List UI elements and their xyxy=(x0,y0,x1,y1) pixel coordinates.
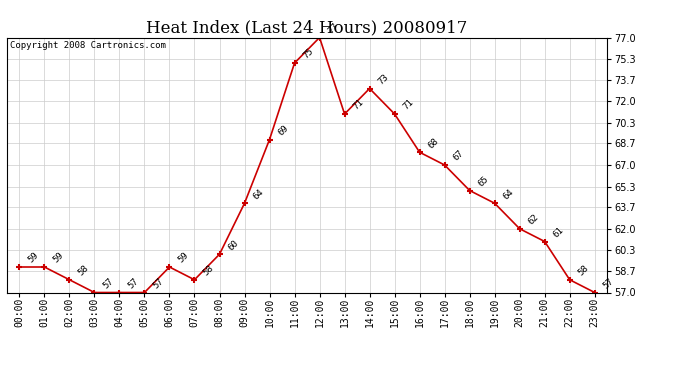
Text: 77: 77 xyxy=(326,21,340,35)
Text: 59: 59 xyxy=(177,251,190,265)
Text: 68: 68 xyxy=(426,136,440,150)
Text: 57: 57 xyxy=(101,276,115,290)
Text: 58: 58 xyxy=(77,264,90,278)
Text: Copyright 2008 Cartronics.com: Copyright 2008 Cartronics.com xyxy=(10,41,166,50)
Text: 67: 67 xyxy=(451,149,466,163)
Text: 58: 58 xyxy=(577,264,591,278)
Text: 59: 59 xyxy=(51,251,66,265)
Title: Heat Index (Last 24 Hours) 20080917: Heat Index (Last 24 Hours) 20080917 xyxy=(146,19,468,36)
Text: 59: 59 xyxy=(26,251,40,265)
Text: 62: 62 xyxy=(526,213,540,226)
Text: 71: 71 xyxy=(351,98,366,112)
Text: 64: 64 xyxy=(251,187,266,201)
Text: 57: 57 xyxy=(602,276,615,290)
Text: 58: 58 xyxy=(201,264,215,278)
Text: 75: 75 xyxy=(302,47,315,61)
Text: 71: 71 xyxy=(402,98,415,112)
Text: 64: 64 xyxy=(502,187,515,201)
Text: 69: 69 xyxy=(277,123,290,137)
Text: 65: 65 xyxy=(477,174,491,188)
Text: 57: 57 xyxy=(151,276,166,290)
Text: 73: 73 xyxy=(377,72,391,86)
Text: 61: 61 xyxy=(551,225,566,239)
Text: 57: 57 xyxy=(126,276,140,290)
Text: 60: 60 xyxy=(226,238,240,252)
